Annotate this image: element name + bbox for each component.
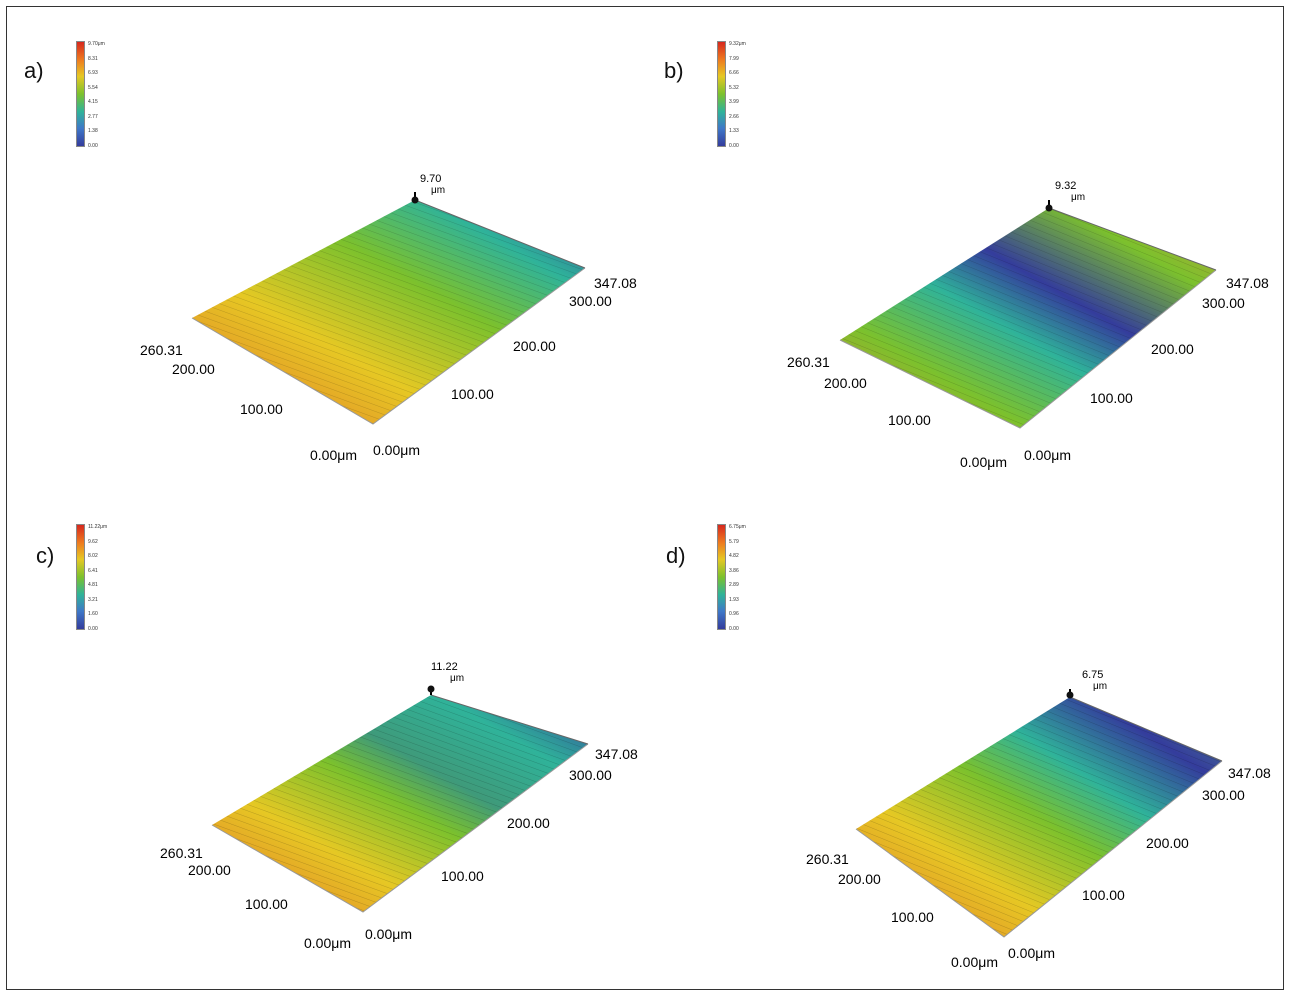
svg-text:260.31: 260.31 — [160, 845, 203, 861]
panel-b: b) 9.32μm 7.99 6.66 5.32 3.99 2.66 1.33 0.00 9.… — [646, 0, 1292, 497]
panel-d: d) 6.75μm 5.79 4.82 3.86 2.89 1.93 0.96 0.00 6.… — [646, 497, 1292, 994]
panel-label: d) — [666, 543, 686, 568]
svg-text:200.00: 200.00 — [507, 815, 550, 831]
surface-plot: 11.22 μm 347.08 300.00 200.00 100.00 0.0… — [160, 661, 638, 951]
color-scale-ticks: 11.22μm 9.62 8.02 6.41 4.81 3.21 1.60 0.00 — [88, 524, 108, 632]
z-unit: μm — [1071, 192, 1085, 203]
panel-label: a) — [24, 58, 44, 83]
surface-plot: 9.70 μm 347.08 300.00 200.00 100.00 0.00… — [140, 173, 637, 463]
svg-text:0.00μm: 0.00μm — [373, 442, 420, 458]
color-scale-ticks: 9.70μm 8.31 6.93 5.54 4.15 2.77 1.38 0.00 — [88, 41, 105, 149]
svg-text:260.31: 260.31 — [806, 851, 849, 867]
svg-text:200.00: 200.00 — [188, 862, 231, 878]
svg-text:200.00: 200.00 — [513, 338, 556, 354]
color-scale-bar — [717, 41, 726, 147]
figure-frame — [6, 6, 1284, 990]
surface-plot: 9.32 μm 347.08 300.00 200.00 100.00 0.00… — [787, 180, 1269, 470]
svg-text:200.00: 200.00 — [824, 375, 867, 391]
svg-text:100.00: 100.00 — [891, 909, 934, 925]
svg-text:100.00: 100.00 — [888, 412, 931, 428]
color-scale-bar — [76, 524, 85, 630]
z-max: 11.22 — [431, 661, 458, 673]
color-scale-bar — [717, 524, 726, 630]
svg-text:100.00: 100.00 — [1082, 887, 1125, 903]
panel-label: c) — [36, 543, 55, 568]
svg-text:0.00μm: 0.00μm — [365, 926, 412, 942]
panel-c: c) 11.22μm 9.62 8.02 6.41 4.81 3.21 1.60 0.00 1… — [0, 497, 646, 994]
z-unit: μm — [450, 673, 464, 684]
svg-text:200.00: 200.00 — [838, 871, 881, 887]
svg-text:0.00μm: 0.00μm — [960, 454, 1007, 470]
svg-text:347.08: 347.08 — [1228, 765, 1271, 781]
color-scale-ticks: 9.32μm 7.99 6.66 5.32 3.99 2.66 1.33 0.00 — [729, 41, 746, 149]
panel-a: a) 9.70μm 8.31 6.93 5.54 4.15 2.77 1.38 0.00 9.… — [0, 0, 646, 497]
svg-text:200.00: 200.00 — [172, 361, 215, 377]
svg-text:200.00: 200.00 — [1146, 835, 1189, 851]
svg-text:300.00: 300.00 — [569, 767, 612, 783]
svg-text:100.00: 100.00 — [240, 401, 283, 417]
svg-text:260.31: 260.31 — [140, 342, 183, 358]
svg-text:100.00: 100.00 — [245, 896, 288, 912]
color-scale-ticks: 6.75μm 5.79 4.82 3.86 2.89 1.93 0.96 0.00 — [729, 524, 746, 632]
svg-text:347.08: 347.08 — [595, 746, 638, 762]
panel-label: b) — [664, 58, 684, 83]
svg-text:300.00: 300.00 — [569, 293, 612, 309]
svg-text:0.00μm: 0.00μm — [304, 935, 351, 951]
svg-text:347.08: 347.08 — [594, 275, 637, 291]
svg-text:300.00: 300.00 — [1202, 295, 1245, 311]
svg-text:100.00: 100.00 — [441, 868, 484, 884]
svg-text:0.00μm: 0.00μm — [1024, 447, 1071, 463]
surface-plot: 6.75 μm 347.08 300.00 200.00 100.00 0.00… — [806, 669, 1271, 970]
svg-text:100.00: 100.00 — [1090, 390, 1133, 406]
svg-text:0.00μm: 0.00μm — [1008, 945, 1055, 961]
svg-text:0.00μm: 0.00μm — [951, 954, 998, 970]
z-unit: μm — [1093, 681, 1107, 692]
svg-text:200.00: 200.00 — [1151, 341, 1194, 357]
z-max: 9.70 — [420, 173, 441, 185]
color-scale-bar — [76, 41, 85, 147]
svg-text:347.08: 347.08 — [1226, 275, 1269, 291]
svg-text:300.00: 300.00 — [1202, 787, 1245, 803]
z-max: 6.75 — [1082, 669, 1103, 681]
z-max: 9.32 — [1055, 180, 1076, 192]
svg-text:0.00μm: 0.00μm — [310, 447, 357, 463]
svg-text:260.31: 260.31 — [787, 354, 830, 370]
svg-text:100.00: 100.00 — [451, 386, 494, 402]
z-unit: μm — [431, 185, 445, 196]
